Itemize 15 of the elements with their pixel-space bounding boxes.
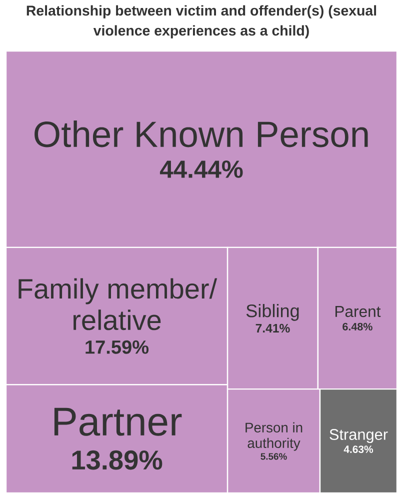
data-label: 4.63%: [344, 446, 374, 454]
text: Relationship between victim and offender(s) (sexual violence experiences as a child): [26, 5, 376, 38]
data-label: 7.41%: [256, 324, 290, 333]
category-label: Sibling: [246, 304, 299, 321]
data-label: 5.56%: [260, 453, 287, 460]
category-label: Other Known Person: [34, 120, 368, 148]
data-label: 17.59%: [86, 340, 149, 354]
category-label: Stranger: [330, 429, 388, 444]
category-label: Family member/ relative: [18, 278, 218, 330]
category-label: Partner: [54, 408, 182, 436]
data-label: 6.48%: [342, 322, 372, 330]
category-label: Person in authority: [246, 422, 302, 451]
category-label: Parent: [335, 306, 381, 318]
data-label: 13.89%: [72, 450, 162, 470]
data-label: 44.44%: [160, 160, 243, 178]
